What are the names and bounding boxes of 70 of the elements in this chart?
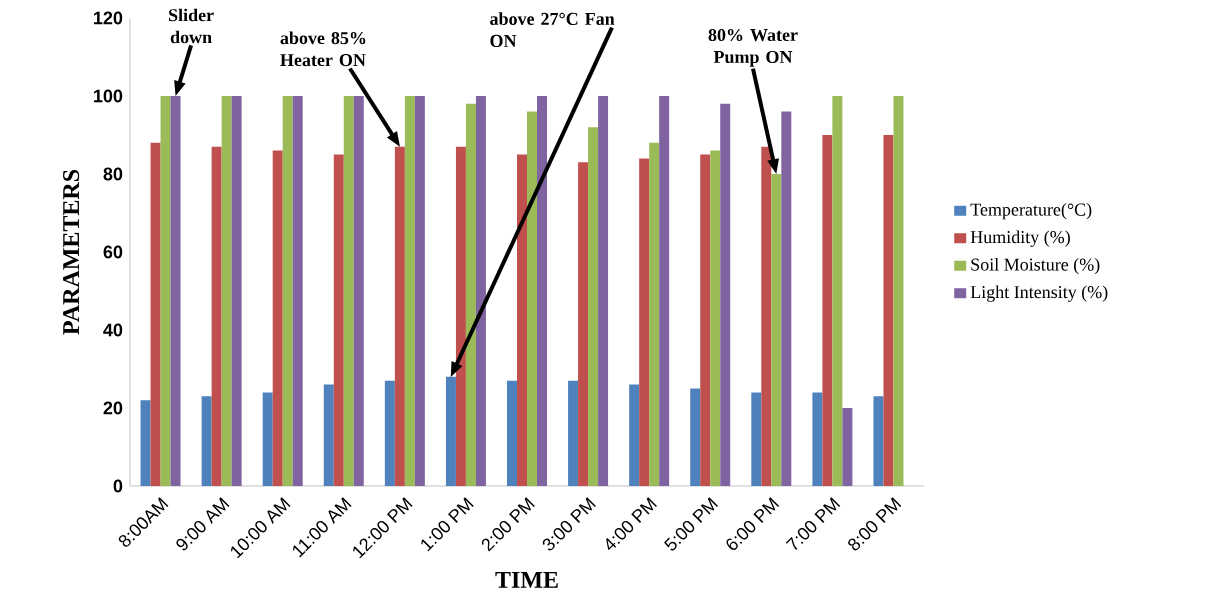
bar [221, 95, 232, 486]
bar [323, 384, 334, 486]
bar [384, 380, 395, 486]
y-tick-label: 60 [103, 245, 123, 259]
bar [231, 95, 242, 486]
x-axis-title: TIME [495, 571, 558, 588]
bar [659, 95, 670, 486]
legend-label: Temperature(°C) [970, 202, 1092, 220]
y-axis-title: PARAMETERS [63, 169, 80, 335]
bar [690, 388, 701, 486]
bar [272, 150, 283, 486]
bar [333, 154, 344, 486]
bar [527, 111, 538, 486]
bar [822, 134, 833, 486]
y-tick-label: 20 [103, 401, 123, 415]
y-tick-label: 120 [94, 11, 123, 25]
y-tick-label: 80 [103, 167, 123, 181]
bar [140, 400, 151, 486]
bar [588, 127, 599, 486]
legend-label: Light Intensity (%) [970, 285, 1108, 302]
bar [517, 154, 528, 486]
bar [578, 162, 589, 486]
bar [842, 407, 853, 486]
y-tick-label: 0 [113, 479, 123, 493]
x-tick-label: 6:00 PM [726, 497, 780, 550]
bar [568, 380, 579, 486]
bar [893, 95, 904, 486]
bar [873, 396, 884, 486]
bar [507, 380, 517, 486]
x-tick-label: 3:00 PM [542, 497, 596, 551]
x-tick-label: 7:00 PM [785, 497, 841, 550]
bar [353, 95, 364, 486]
bar [832, 95, 843, 486]
bar [751, 392, 762, 486]
x-tick-label: 8:00 PM [848, 497, 902, 551]
bar [150, 142, 161, 486]
bar [598, 95, 609, 486]
bar [781, 111, 792, 486]
legend-label: Soil Moisture (%) [971, 257, 1100, 275]
bar [475, 95, 486, 486]
bar [282, 95, 293, 486]
annotation: 80% Water Pump ON [708, 28, 798, 67]
bar [812, 392, 823, 486]
bar [629, 384, 640, 486]
bar [465, 103, 476, 486]
bar [639, 158, 650, 486]
bar [262, 392, 273, 486]
legend-label: Humidity (%) [970, 230, 1070, 247]
bar [414, 95, 425, 486]
annotation: above 85% Heater ON [280, 31, 366, 66]
bar [343, 95, 354, 486]
bar [883, 134, 894, 486]
x-tick-label: 1:00 PM [421, 497, 474, 552]
y-tick-label: 40 [103, 323, 123, 337]
annotation: Slider down [169, 8, 214, 44]
bar [404, 95, 415, 486]
annotation: above 27°C Fan ON [490, 12, 615, 47]
bar [537, 95, 547, 486]
x-tick-label: 9:00 AM [176, 497, 230, 551]
y-tick-label: 100 [94, 89, 123, 103]
bar [720, 103, 731, 486]
bar [700, 154, 711, 486]
x-tick-label: 4:00 PM [606, 497, 657, 550]
bar [649, 142, 660, 486]
bar [292, 95, 303, 486]
bar [710, 150, 721, 486]
bar [201, 396, 212, 486]
x-tick-label: 5:00 PM [664, 497, 719, 551]
bar [211, 146, 222, 486]
bar [160, 95, 171, 486]
